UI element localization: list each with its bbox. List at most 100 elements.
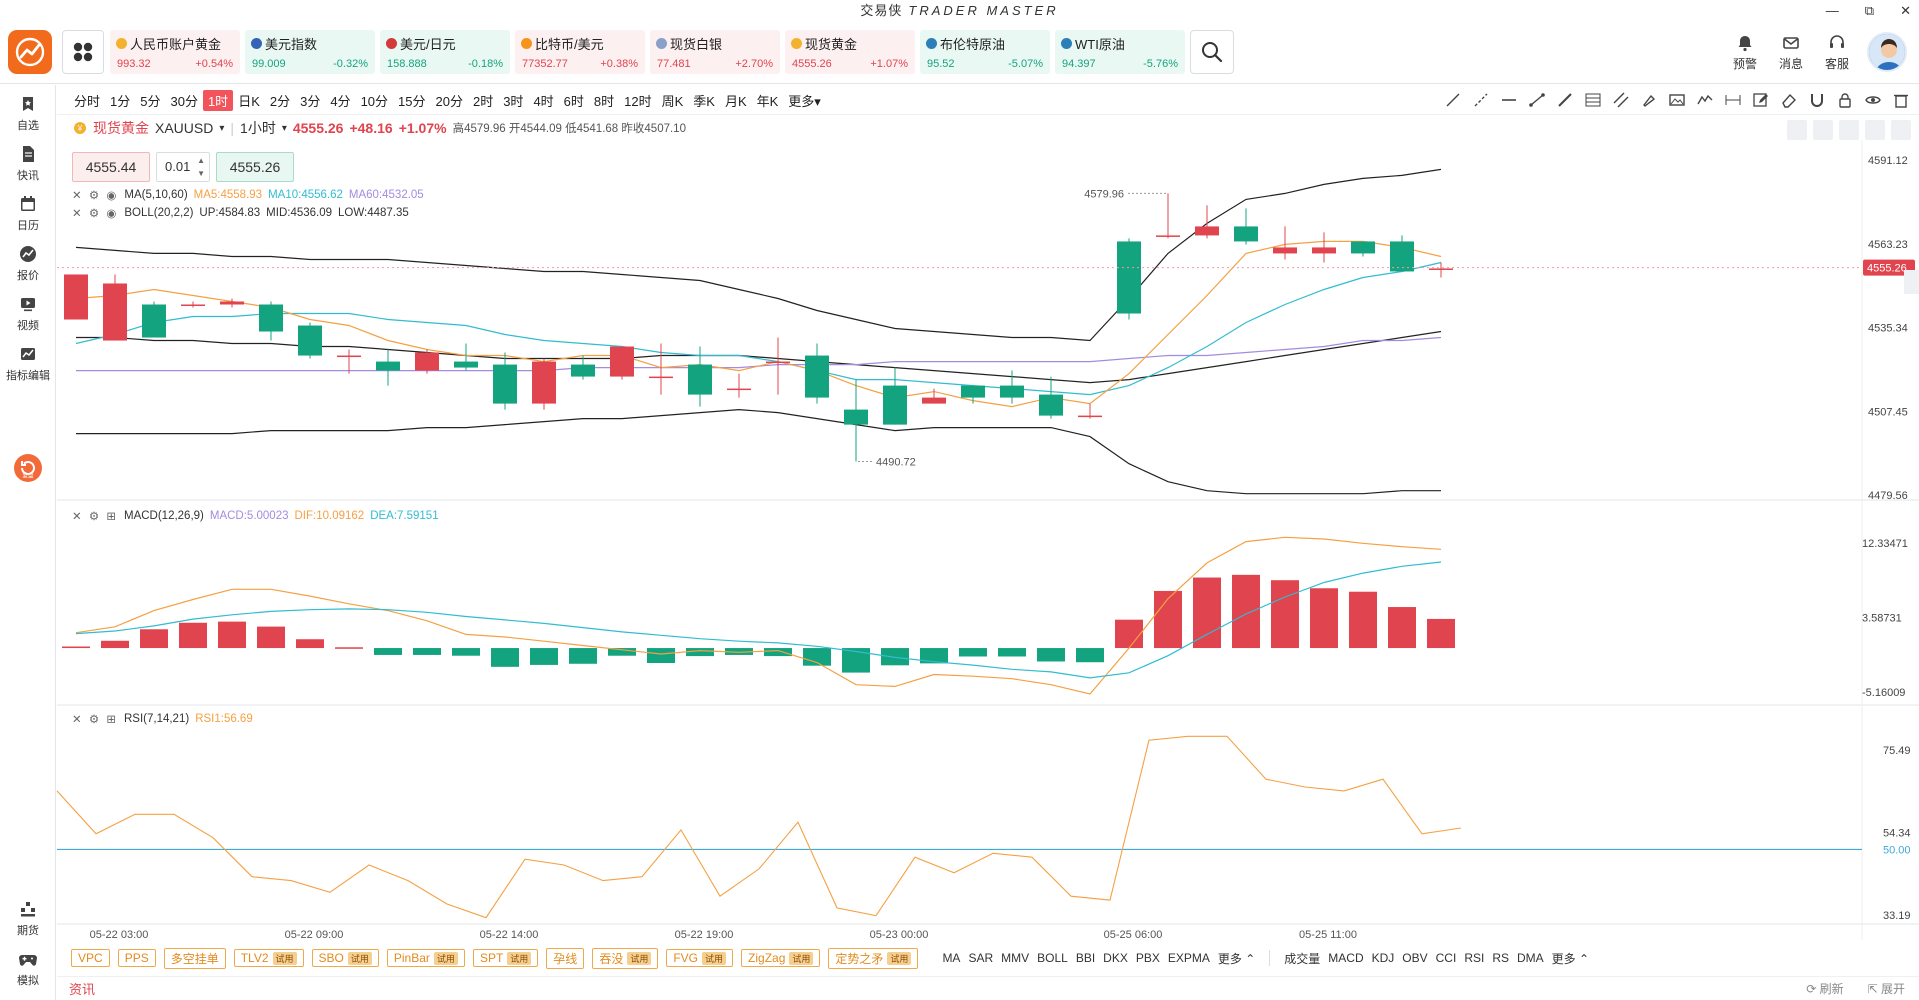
measure-icon[interactable] <box>1725 92 1741 108</box>
symbol-code[interactable]: XAUUSD <box>155 120 214 136</box>
service-button[interactable]: 客服 <box>1825 34 1849 72</box>
message-button[interactable]: 消息 <box>1779 34 1803 72</box>
main-indicator-option[interactable]: BOLL <box>1037 951 1068 965</box>
legend-controls-icon[interactable]: ✕ ⚙ ⊞ <box>72 511 118 523</box>
period-13[interactable]: 3时 <box>503 93 524 109</box>
main-indicator-option[interactable]: MMV <box>1001 951 1030 965</box>
signal-tag[interactable]: FVG 试用 <box>666 949 734 967</box>
sub-indicator-option[interactable]: DMA <box>1517 951 1544 965</box>
period-9[interactable]: 10分 <box>360 93 389 109</box>
user-avatar[interactable] <box>1867 32 1907 72</box>
trend-line-icon[interactable] <box>1445 92 1461 108</box>
apps-menu-button[interactable] <box>62 30 104 74</box>
legend-controls-icon[interactable]: ✕ ⚙ ⊞ <box>72 714 118 726</box>
compare-icon[interactable] <box>1839 120 1859 140</box>
pen-icon[interactable] <box>1813 120 1833 140</box>
sidebar-item-quotes[interactable]: 报价 <box>0 245 56 283</box>
buy-button[interactable]: 4555.26 <box>216 152 294 182</box>
signal-tag[interactable]: 孕线 <box>546 947 585 969</box>
sidebar-item-video[interactable]: 视频 <box>0 295 56 333</box>
horizontal-line-icon[interactable] <box>1501 92 1517 108</box>
close-icon[interactable]: ✕ <box>1900 3 1911 18</box>
period-17[interactable]: 12时 <box>624 93 652 109</box>
edit-icon[interactable] <box>1753 92 1769 108</box>
sidebar-item-indicator-editor[interactable]: 指标编辑 <box>0 345 56 383</box>
period-7[interactable]: 3分 <box>300 93 321 109</box>
news-label[interactable]: 资讯 <box>69 982 96 997</box>
signal-tag[interactable]: SPT 试用 <box>472 949 539 967</box>
eye-icon[interactable] <box>1865 92 1881 108</box>
expand-button[interactable]: ⇱ 展开 <box>1867 982 1905 996</box>
period-10[interactable]: 15分 <box>398 93 426 109</box>
period-18[interactable]: 周K <box>661 93 684 109</box>
sidebar-item-simulation[interactable]: 模拟 <box>0 950 56 988</box>
period-1[interactable]: 1分 <box>110 93 131 109</box>
segment-icon[interactable] <box>1529 92 1545 108</box>
alert-button[interactable]: 预警 <box>1733 34 1757 72</box>
period-16[interactable]: 8时 <box>593 93 615 109</box>
ticker-card[interactable]: 人民币账户黄金 993.32 +0.54% <box>110 30 240 74</box>
legend-controls-icon[interactable]: ✕ ⚙ ◉ <box>72 190 119 202</box>
restore-icon[interactable]: ⧉ <box>1864 3 1875 18</box>
period-20[interactable]: 月K <box>724 93 747 109</box>
sub-indicator-option[interactable]: CCI <box>1435 951 1457 965</box>
ticker-card[interactable]: 现货白银 77.481 +2.70% <box>650 30 780 74</box>
sub-indicator-option[interactable]: RSI <box>1464 951 1485 965</box>
period-8[interactable]: 4分 <box>330 93 351 109</box>
sub-indicator-option[interactable]: OBV <box>1402 951 1428 965</box>
sub-indicator-option[interactable]: RS <box>1492 951 1509 965</box>
image-icon[interactable] <box>1669 92 1685 108</box>
period-14[interactable]: 4时 <box>533 93 554 109</box>
period-19[interactable]: 季K <box>693 93 715 109</box>
main-indicator-option[interactable]: 更多 ⌃ <box>1217 951 1256 966</box>
ticker-card[interactable]: 美元/日元 158.888 -0.18% <box>380 30 510 74</box>
pen-line-icon[interactable] <box>1557 92 1573 108</box>
chart-style-icon[interactable] <box>1787 120 1807 140</box>
main-indicator-option[interactable]: PBX <box>1135 951 1160 965</box>
lock-icon[interactable] <box>1837 92 1853 108</box>
interval-select[interactable]: 1小时 <box>240 120 276 136</box>
signal-tag[interactable]: VPC <box>71 949 110 967</box>
period-5[interactable]: 日K <box>238 93 260 109</box>
sub-indicator-option[interactable]: MACD <box>1328 951 1364 965</box>
brush-icon[interactable] <box>1641 92 1657 108</box>
fibonacci-icon[interactable] <box>1585 92 1601 108</box>
signal-tag[interactable]: 吞没 试用 <box>592 947 659 969</box>
main-indicator-option[interactable]: MA <box>942 951 961 965</box>
close-panel-icon[interactable] <box>1891 120 1911 140</box>
quantity-stepper[interactable]: 0.01 ▲ ▼ <box>156 152 210 182</box>
period-4[interactable]: 1时 <box>202 89 234 111</box>
ticker-card[interactable]: 布伦特原油 95.52 -5.07% <box>920 30 1050 74</box>
search-button[interactable] <box>1190 30 1234 74</box>
signal-tag[interactable]: ZigZag 试用 <box>741 949 821 967</box>
eraser-icon[interactable] <box>1781 92 1797 108</box>
main-indicator-option[interactable]: SAR <box>968 951 994 965</box>
main-indicator-option[interactable]: DKX <box>1103 951 1128 965</box>
main-indicator-option[interactable]: EXPMA <box>1167 951 1210 965</box>
signal-tag[interactable]: 定势之矛 试用 <box>828 947 919 969</box>
signal-tag[interactable]: 多空挂单 <box>163 947 226 969</box>
wave-icon[interactable] <box>1697 92 1713 108</box>
sidebar-item-futures[interactable]: 期货 <box>0 900 56 938</box>
signal-tag[interactable]: PinBar 试用 <box>386 949 465 967</box>
period-2[interactable]: 5分 <box>140 93 161 109</box>
trash-icon[interactable] <box>1893 92 1909 108</box>
sell-button[interactable]: 4555.44 <box>72 152 150 182</box>
ticker-card[interactable]: WTI原油 94.397 -5.76% <box>1055 30 1185 74</box>
magnet-icon[interactable] <box>1809 92 1825 108</box>
refresh-button[interactable]: ⟳ 刷新 <box>1806 982 1844 996</box>
period-11[interactable]: 20分 <box>435 93 463 109</box>
signal-tag[interactable]: SBO 试用 <box>311 949 379 967</box>
sub-indicator-option[interactable]: KDJ <box>1371 951 1395 965</box>
ticker-card[interactable]: 美元指数 99.009 -0.32% <box>245 30 375 74</box>
sidebar-item-calendar[interactable]: 日历 <box>0 195 56 233</box>
sidebar-item-replay[interactable]: 复盘 <box>0 453 56 483</box>
main-indicator-option[interactable]: BBI <box>1075 951 1096 965</box>
period-3[interactable]: 30分 <box>170 93 198 109</box>
signal-tag[interactable]: TLV2 试用 <box>233 949 304 967</box>
symbol-name[interactable]: 现货黄金 <box>93 120 149 136</box>
sub-indicator-option[interactable]: 成交量 <box>1284 951 1321 966</box>
signal-tag[interactable]: PPS <box>117 949 156 967</box>
legend-controls-icon[interactable]: ✕ ⚙ ◉ <box>72 208 119 220</box>
period-21[interactable]: 年K <box>756 93 779 109</box>
